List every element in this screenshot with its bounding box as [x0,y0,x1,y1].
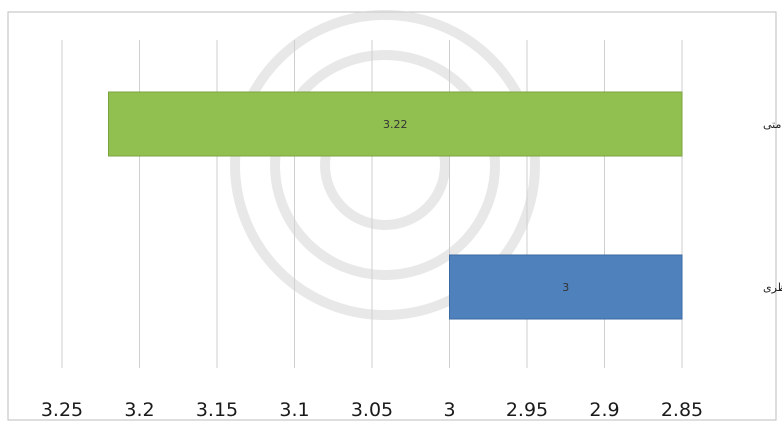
bar [108,91,683,157]
x-tick-label: 3.2 [124,399,154,421]
label-layer: 3.25 3.2 3.15 3.1 3.05 3 2.95 2.9 2.85 3.22 میانگی… [41,118,782,421]
data-label: 3 [562,281,569,294]
chart-frame [7,11,777,421]
x-tick-label: 2.85 [661,399,703,421]
x-tick-label: 3.25 [41,399,83,421]
x-tick-label: 3.05 [351,399,393,421]
x-tick-label: 3.15 [196,399,238,421]
data-label: 3.22 [383,118,408,131]
x-tick-label: 2.95 [506,399,548,421]
x-tick-label: 3 [443,399,455,421]
category-label: میانه نظری [763,281,782,294]
bar [449,254,683,320]
x-tick-label: 3.1 [279,399,309,421]
category-label: میانگین امتی [763,118,782,131]
bar-layer [108,91,683,320]
x-tick-label: 2.9 [589,399,619,421]
